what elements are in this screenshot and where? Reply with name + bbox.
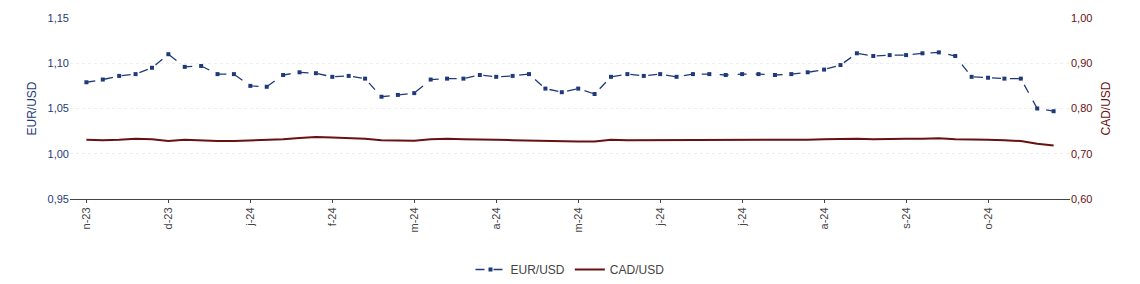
svg-text:m-24: m-24 xyxy=(408,207,420,232)
svg-text:0,80: 0,80 xyxy=(1071,102,1092,114)
svg-text:m-24: m-24 xyxy=(572,207,584,232)
svg-text:n-23: n-23 xyxy=(80,207,92,229)
svg-text:1,15: 1,15 xyxy=(48,12,69,24)
svg-text:1,05: 1,05 xyxy=(48,102,69,114)
svg-text:1,00: 1,00 xyxy=(1071,12,1092,24)
svg-text:1,10: 1,10 xyxy=(48,57,69,69)
svg-text:EUR/USD: EUR/USD xyxy=(511,263,565,277)
svg-text:o-24: o-24 xyxy=(982,207,994,229)
svg-text:0,90: 0,90 xyxy=(1071,57,1092,69)
svg-text:1,00: 1,00 xyxy=(48,148,69,160)
svg-text:s-24: s-24 xyxy=(900,207,912,228)
svg-text:j-24: j-24 xyxy=(244,207,256,226)
svg-text:j-24: j-24 xyxy=(654,207,666,226)
svg-text:CAD/USD: CAD/USD xyxy=(1099,81,1113,135)
svg-text:0,95: 0,95 xyxy=(48,193,69,205)
svg-text:d-23: d-23 xyxy=(162,207,174,229)
svg-text:0,60: 0,60 xyxy=(1071,193,1092,205)
svg-text:a-24: a-24 xyxy=(490,207,502,229)
svg-text:EUR/USD: EUR/USD xyxy=(25,81,39,135)
svg-text:CAD/USD: CAD/USD xyxy=(610,263,664,277)
svg-text:j-24: j-24 xyxy=(736,207,748,226)
svg-text:f-24: f-24 xyxy=(326,207,338,226)
svg-text:a-24: a-24 xyxy=(818,207,830,229)
svg-text:0,70: 0,70 xyxy=(1071,148,1092,160)
